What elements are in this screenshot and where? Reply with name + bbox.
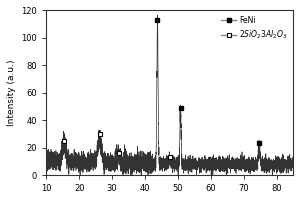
Legend: FeNi, $2SiO_23Al_2O_3$: FeNi, $2SiO_23Al_2O_3$ <box>220 14 289 43</box>
Y-axis label: Intensity (a.u.): Intensity (a.u.) <box>7 59 16 126</box>
